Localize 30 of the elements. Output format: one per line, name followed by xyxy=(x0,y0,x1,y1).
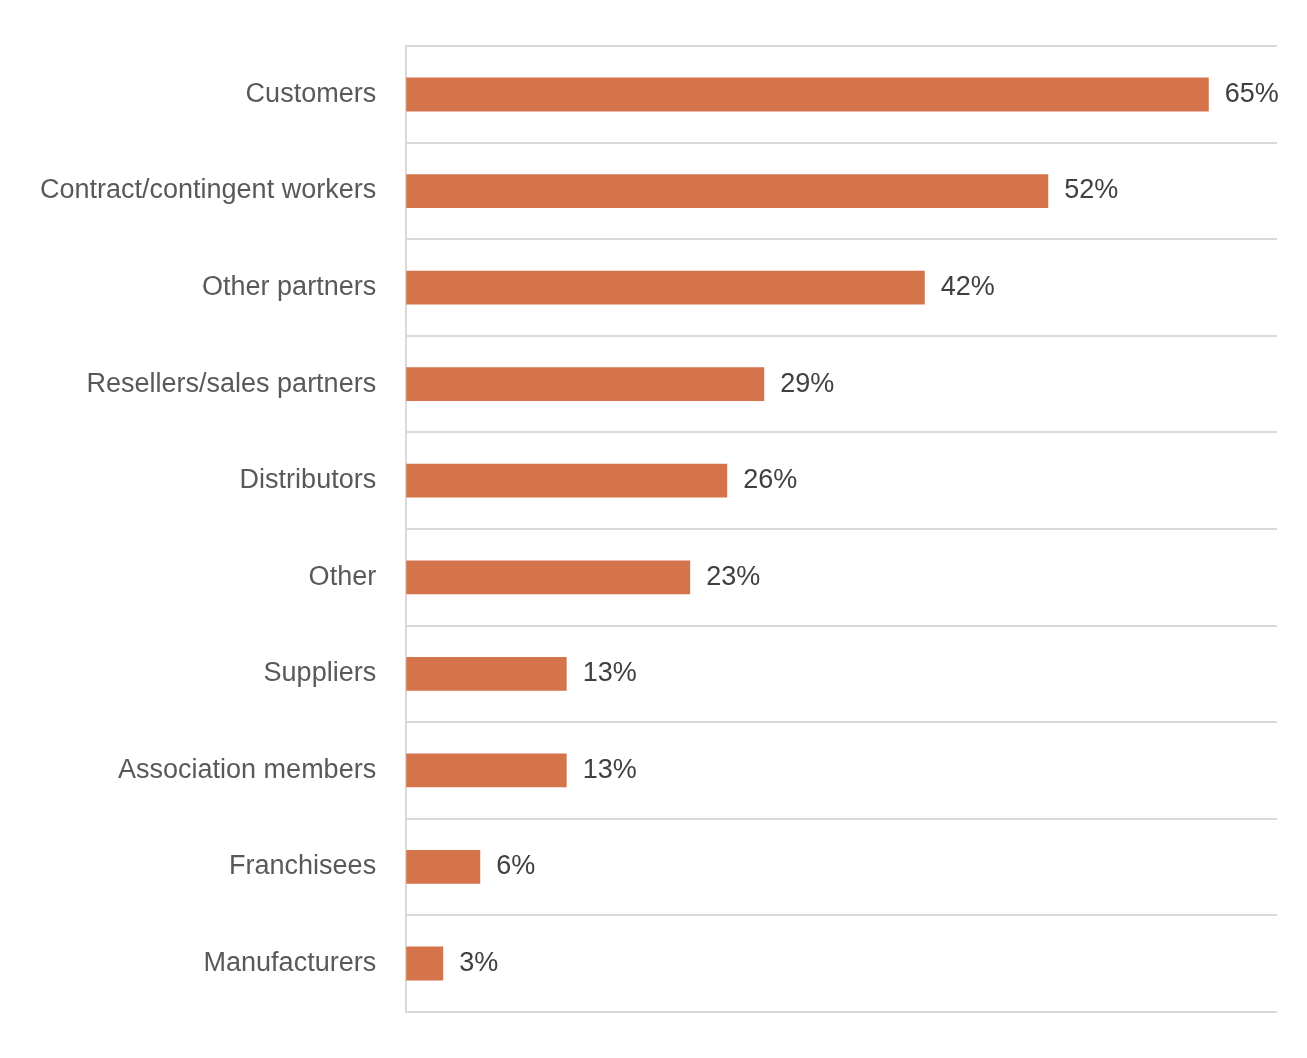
bar xyxy=(406,753,567,788)
y-tick-label: Manufacturers xyxy=(203,946,377,977)
data-label: 13% xyxy=(582,657,637,688)
y-tick-label: Association members xyxy=(118,753,377,784)
y-tick-label: Other xyxy=(308,560,377,591)
bar xyxy=(406,463,728,498)
data-label: 29% xyxy=(780,367,835,398)
y-tick-label: Customers xyxy=(245,77,377,108)
bar xyxy=(406,850,481,884)
data-label: 42% xyxy=(940,271,995,302)
data-label: 6% xyxy=(496,850,536,881)
data-label: 3% xyxy=(459,946,499,977)
bar xyxy=(406,270,925,305)
data-label: 23% xyxy=(706,560,761,591)
bar xyxy=(406,946,444,981)
bar xyxy=(406,656,567,691)
data-label: 26% xyxy=(743,464,798,495)
y-tick-label: Other partners xyxy=(202,271,377,302)
data-label: 13% xyxy=(582,753,637,784)
bar xyxy=(406,367,765,402)
y-tick-label: Franchisees xyxy=(229,850,377,881)
y-tick-label: Resellers/sales partners xyxy=(86,367,377,398)
data-label: 65% xyxy=(1224,77,1279,108)
y-tick-label: Distributors xyxy=(239,464,377,495)
bar xyxy=(406,560,691,595)
y-tick-label: Contract/contingent workers xyxy=(40,174,377,205)
data-label: 52% xyxy=(1064,174,1119,205)
y-tick-label: Suppliers xyxy=(263,657,377,688)
bar xyxy=(406,77,1209,112)
bar xyxy=(406,174,1049,208)
